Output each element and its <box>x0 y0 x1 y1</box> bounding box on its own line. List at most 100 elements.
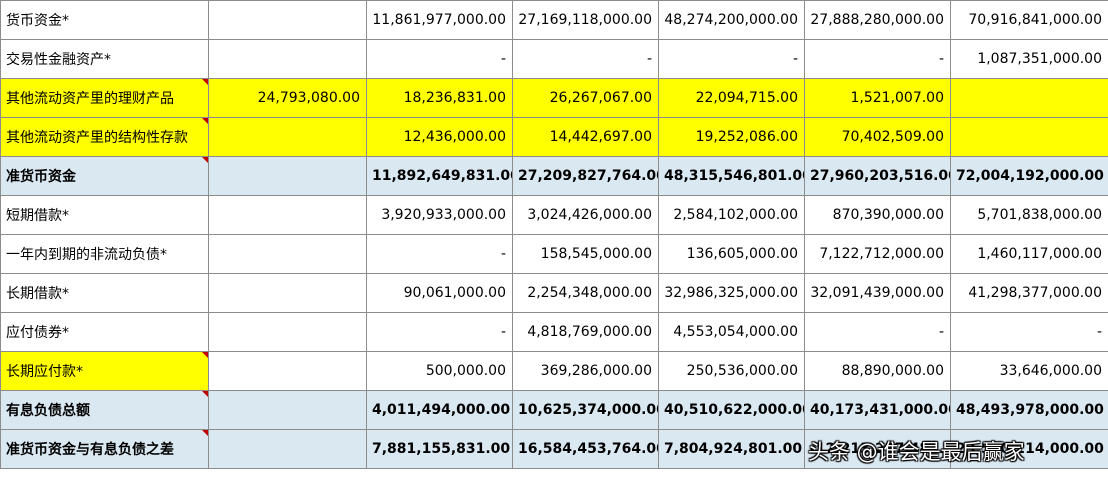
row-label-cell[interactable]: 其他流动资产里的理财产品 <box>0 78 209 118</box>
value-cell[interactable]: 23,510,214,000.00 <box>950 429 1108 469</box>
value-cell[interactable]: - <box>804 39 951 79</box>
row-label: 其他流动资产里的理财产品 <box>6 91 174 107</box>
row-label-cell[interactable]: 短期借款* <box>0 195 209 235</box>
value-cell[interactable] <box>208 312 367 352</box>
value-cell[interactable]: 27,169,118,000.00 <box>512 0 659 40</box>
value-cell[interactable]: 27,888,280,000.00 <box>804 0 951 40</box>
row-label: 交易性金融资产* <box>6 52 111 68</box>
value-cell[interactable]: 5,701,838,000.00 <box>950 195 1108 235</box>
value-cell[interactable]: 19,252,086.00 <box>658 117 805 157</box>
value-cell[interactable] <box>208 390 367 430</box>
value-cell[interactable]: 10,625,374,000.00 <box>512 390 659 430</box>
value-cell[interactable]: - <box>950 312 1108 352</box>
value-cell[interactable]: 40,510,622,000.00 <box>658 390 805 430</box>
value-cell[interactable]: 250,536,000.00 <box>658 351 805 391</box>
value-cell[interactable]: 3,920,933,000.00 <box>366 195 513 235</box>
value-cell[interactable]: 70,916,841,000.00 <box>950 0 1108 40</box>
value-cell[interactable] <box>208 351 367 391</box>
table-row: 短期借款* 3,920,933,000.00 3,024,426,000.00 2,5… <box>0 195 1108 235</box>
comment-indicator-icon <box>202 118 208 124</box>
row-label: 长期借款* <box>6 286 69 302</box>
value-cell[interactable] <box>950 117 1108 157</box>
value-cell[interactable]: 48,274,200,000.00 <box>658 0 805 40</box>
value-cell[interactable]: 27,960,203,516.00 <box>804 156 951 196</box>
value-cell[interactable]: 158,545,000.00 <box>512 234 659 274</box>
value-cell[interactable]: 870,390,000.00 <box>804 195 951 235</box>
value-cell[interactable] <box>208 117 367 157</box>
value-cell[interactable]: 27,209,827,764.00 <box>512 156 659 196</box>
comment-indicator-icon <box>202 79 208 85</box>
value-cell[interactable] <box>208 195 367 235</box>
value-cell[interactable]: 26,267,067.00 <box>512 78 659 118</box>
row-label-cell[interactable]: 准货币资金 <box>0 156 209 196</box>
value-cell[interactable]: 40,173,431,000.00 <box>804 390 951 430</box>
value-cell[interactable]: 22,094,715.00 <box>658 78 805 118</box>
value-cell[interactable]: 41,298,377,000.00 <box>950 273 1108 313</box>
watermark-text: 头条 @谁会是最后赢家 <box>808 440 1025 464</box>
value-cell[interactable]: 4,553,054,000.00 <box>658 312 805 352</box>
table-row: 长期应付款* 500,000.00 369,286,000.00 250,536,00… <box>0 351 1108 391</box>
row-label-cell[interactable]: 其他流动资产里的结构性存款 <box>0 117 209 157</box>
row-label: 短期借款* <box>6 208 69 224</box>
value-cell[interactable]: 24,793,080.00 <box>208 78 367 118</box>
value-cell[interactable]: 90,061,000.00 <box>366 273 513 313</box>
row-label: 应付债券* <box>6 325 69 341</box>
value-cell[interactable]: 2,254,348,000.00 <box>512 273 659 313</box>
value-cell[interactable]: 7,804,924,801.00 <box>658 429 805 469</box>
value-cell[interactable]: 72,004,192,000.00 <box>950 156 1108 196</box>
value-cell[interactable]: 136,605,000.00 <box>658 234 805 274</box>
value-cell[interactable]: 11,892,649,831.00 <box>366 156 513 196</box>
value-cell[interactable]: 2,584,102,000.00 <box>658 195 805 235</box>
value-cell[interactable]: 7,122,712,000.00 <box>804 234 951 274</box>
value-cell[interactable]: 70,402,509.00 <box>804 117 951 157</box>
value-cell[interactable]: -12,213,227,484.00 <box>804 429 951 469</box>
value-cell[interactable]: - <box>366 234 513 274</box>
row-label-cell[interactable]: 应付债券* <box>0 312 209 352</box>
row-label-cell[interactable]: 长期应付款* <box>0 351 209 391</box>
value-cell[interactable]: 1,521,007.00 <box>804 78 951 118</box>
value-cell[interactable] <box>208 39 367 79</box>
value-cell[interactable]: 1,087,351,000.00 <box>950 39 1108 79</box>
value-cell[interactable] <box>208 429 367 469</box>
row-label: 准货币资金与有息负债之差 <box>6 442 174 458</box>
value-cell[interactable]: 4,818,769,000.00 <box>512 312 659 352</box>
row-label-cell[interactable]: 交易性金融资产* <box>0 39 209 79</box>
value-cell[interactable]: 18,236,831.00 <box>366 78 513 118</box>
value-cell[interactable] <box>208 273 367 313</box>
value-cell[interactable] <box>208 0 367 40</box>
value-cell[interactable]: 3,024,426,000.00 <box>512 195 659 235</box>
row-label-cell[interactable]: 准货币资金与有息负债之差 <box>0 429 209 469</box>
value-cell[interactable]: 369,286,000.00 <box>512 351 659 391</box>
value-cell[interactable] <box>208 156 367 196</box>
value-cell[interactable]: 16,584,453,764.00 <box>512 429 659 469</box>
row-label: 准货币资金 <box>6 169 76 185</box>
table-row: 应付债券* -4,818,769,000.00 4,553,054,000.00- - <box>0 312 1108 352</box>
value-cell[interactable]: 7,881,155,831.00 <box>366 429 513 469</box>
value-cell[interactable]: - <box>366 312 513 352</box>
value-cell[interactable]: 4,011,494,000.00 <box>366 390 513 430</box>
value-cell[interactable]: 12,436,000.00 <box>366 117 513 157</box>
row-label: 长期应付款* <box>6 364 83 380</box>
value-cell[interactable]: 500,000.00 <box>366 351 513 391</box>
value-cell[interactable]: - <box>512 39 659 79</box>
value-cell[interactable]: 48,315,546,801.00 <box>658 156 805 196</box>
value-cell[interactable] <box>208 234 367 274</box>
value-cell[interactable]: 33,646,000.00 <box>950 351 1108 391</box>
value-cell[interactable]: 48,493,978,000.00 <box>950 390 1108 430</box>
table-row: 准货币资金 11,892,649,831.00 27,209,827,764.00 4… <box>0 156 1108 196</box>
value-cell[interactable]: 32,091,439,000.00 <box>804 273 951 313</box>
value-cell[interactable]: 32,986,325,000.00 <box>658 273 805 313</box>
value-cell[interactable]: - <box>804 312 951 352</box>
table-row: 一年内到期的非流动负债* -158,545,000.00 136,605,000.0… <box>0 234 1108 274</box>
value-cell[interactable]: - <box>658 39 805 79</box>
row-label-cell[interactable]: 有息负债总额 <box>0 390 209 430</box>
value-cell[interactable]: - <box>366 39 513 79</box>
row-label-cell[interactable]: 一年内到期的非流动负债* <box>0 234 209 274</box>
row-label-cell[interactable]: 货币资金* <box>0 0 209 40</box>
value-cell[interactable]: 1,460,117,000.00 <box>950 234 1108 274</box>
value-cell[interactable]: 11,861,977,000.00 <box>366 0 513 40</box>
value-cell[interactable]: 14,442,697.00 <box>512 117 659 157</box>
value-cell[interactable] <box>950 78 1108 118</box>
row-label-cell[interactable]: 长期借款* <box>0 273 209 313</box>
value-cell[interactable]: 88,890,000.00 <box>804 351 951 391</box>
